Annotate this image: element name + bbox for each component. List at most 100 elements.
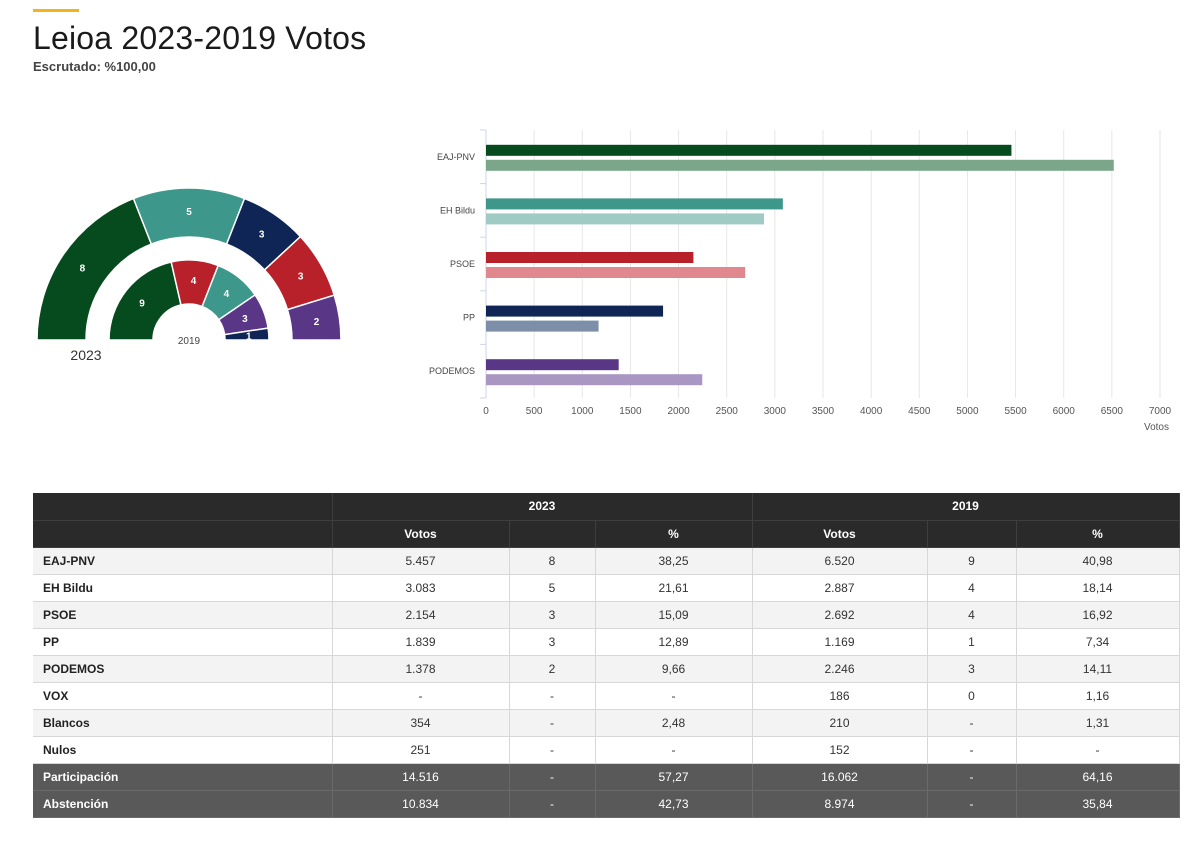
seat-count-label-2019-psoe: 4 [191,276,197,287]
table-cell: 3.083 [332,574,510,602]
table-cell: 12,89 [595,628,753,656]
table-cell: 38,25 [595,547,753,575]
table-cell: 2.692 [752,601,928,629]
table-cell: 1 [927,628,1017,656]
seats-hemicycle-chart: 8 5 3 3 2 9 4 4 3 1 2023 2019 [36,187,342,363]
seat-arc-2019-pp [223,327,270,341]
table-cell: 1.839 [332,628,510,656]
year-header-2023: 2023 [332,493,753,521]
x-tick-label: 4000 [860,406,883,417]
table-cell: 251 [332,736,510,764]
table-cell: 1,16 [1016,682,1180,710]
table-cell: 35,84 [1016,790,1180,818]
table-cell: 9 [927,547,1017,575]
table-cell: - [595,682,753,710]
table-cell: 6.520 [752,547,928,575]
table-cell: - [509,682,596,710]
x-tick-label: 6500 [1101,406,1124,417]
seat-count-label-2019-eaj-pnv: 9 [139,299,145,310]
table-cell: 9,66 [595,655,753,683]
col-header-votes-2019: Votos [752,520,928,548]
table-cell: 7,34 [1016,628,1180,656]
x-tick-label: 5000 [956,406,979,417]
scrutiny-status: Escrutado: %100,00 [33,59,156,74]
table-cell: 42,73 [595,790,753,818]
seat-count-label-2023-podemos: 2 [314,317,320,328]
x-tick-label: 500 [526,406,543,417]
table-cell: 40,98 [1016,547,1180,575]
x-tick-label: 5500 [1004,406,1027,417]
seat-count-label-2023-pp: 3 [259,229,265,240]
table-cell: 1.378 [332,655,510,683]
votes-bar-chart: 0 500 1000 1500 2000 2500 3000 3500 4000 4500 5000… [429,129,1172,433]
table-cell: 15,09 [595,601,753,629]
table-cell: - [927,709,1017,737]
col-header-votes-2023: Votos [332,520,510,548]
table-cell: 152 [752,736,928,764]
col-header-seats-2019 [927,520,1017,548]
category-label-podemos: PODEMOS [429,366,475,376]
bar-podemos-2019 [486,374,703,386]
table-cell: 1,31 [1016,709,1180,737]
table-cell: 18,14 [1016,574,1180,602]
table-row-podemos: PODEMOS 1.378 2 9,66 2.246 3 14,11 [33,655,1180,683]
table-cell: 0 [927,682,1017,710]
category-label-pp: PP [463,313,475,323]
seat-count-label-2023-psoe: 3 [298,272,304,283]
seat-arc-2019-eaj-pnv [108,261,182,341]
category-label-eh-bildu: EH Bildu [440,205,475,215]
bar-psoe-2023 [486,252,694,263]
x-tick-label: 3500 [812,406,835,417]
x-tick-label: 2500 [716,406,739,417]
table-cell: 14.516 [332,763,510,791]
category-label-eaj-pnv: EAJ-PNV [437,152,475,162]
row-label: Blancos [33,709,333,737]
x-tick-label: 6000 [1053,406,1076,417]
bar-eaj-pnv-2019 [486,159,1114,171]
table-corner-cell [33,493,333,521]
x-axis-title: Votos [1144,422,1169,433]
seat-count-label-2019-pp: 1 [246,332,252,343]
table-cell: 57,27 [595,763,753,791]
table-cell: - [509,763,596,791]
row-label: Participación [33,763,333,791]
table-cell: 2.154 [332,601,510,629]
table-cell: 21,61 [595,574,753,602]
table-column-header-row: Votos % Votos % [33,520,1180,548]
table-row-eh-bildu: EH Bildu 3.083 5 21,61 2.887 4 18,14 [33,574,1180,602]
year-header-2019: 2019 [752,493,1180,521]
table-cell: 8 [509,547,596,575]
col-header-pct-2019: % [1016,520,1180,548]
row-label: Abstención [33,790,333,818]
table-row-psoe: PSOE 2.154 3 15,09 2.692 4 16,92 [33,601,1180,629]
x-tick-label: 4500 [908,406,931,417]
bar-eh-bildu-2019 [486,213,764,225]
table-row-pp: PP 1.839 3 12,89 1.169 1 7,34 [33,628,1180,656]
table-cell: 3 [927,655,1017,683]
col-header-seats-2023 [509,520,596,548]
table-cell: 16.062 [752,763,928,791]
table-cell: 5.457 [332,547,510,575]
x-tick-label: 2000 [667,406,690,417]
table-cell: - [509,790,596,818]
ring-label-2019: 2019 [178,336,201,347]
table-cell: 64,16 [1016,763,1180,791]
x-tick-label: 3000 [764,406,787,417]
table-cell: - [927,790,1017,818]
table-cell: 14,11 [1016,655,1180,683]
bar-podemos-2023 [486,359,619,371]
seat-arc-2023-podemos [286,294,342,341]
table-cell: 210 [752,709,928,737]
table-corner-cell [33,520,333,548]
table-row-nulos: Nulos 251- -152- - [33,736,1180,764]
row-label: EAJ-PNV [33,547,333,575]
table-cell: - [927,736,1017,764]
table-cell: 354 [332,709,510,737]
row-label: PP [33,628,333,656]
table-cell: - [595,736,753,764]
table-cell: 10.834 [332,790,510,818]
results-table: 2023 2019 Votos % Votos % EAJ-PNV 5.457 8 3… [33,493,1180,818]
table-row-eaj-pnv: EAJ-PNV 5.457 8 38,25 6.520 9 40,98 [33,547,1180,575]
table-cell: 8.974 [752,790,928,818]
row-label: EH Bildu [33,574,333,602]
